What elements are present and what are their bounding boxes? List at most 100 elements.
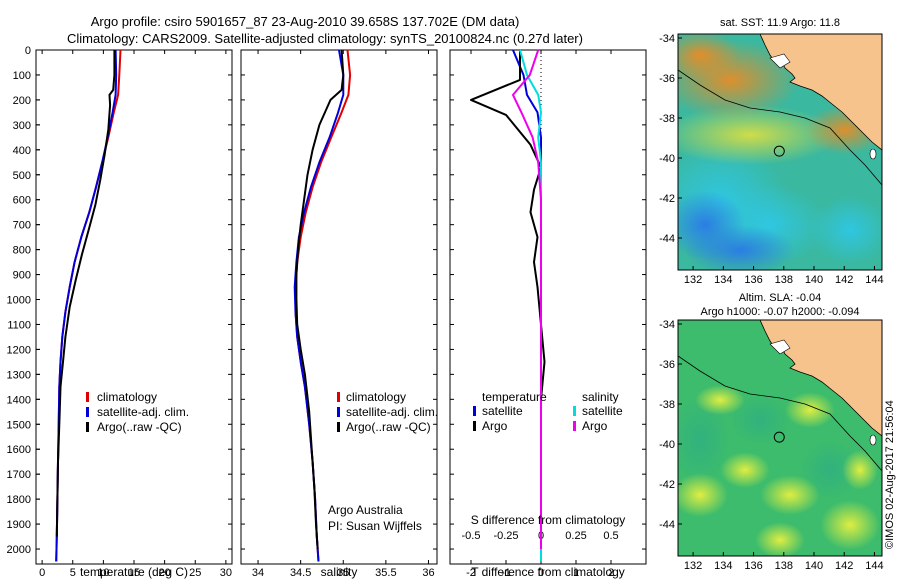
temperature-legend: climatology satellite-adj. clim. Argo(..… xyxy=(86,390,189,434)
legend-swatch-climatology xyxy=(337,392,340,402)
sla-map-title-line2: Argo h1000: -0.07 h2000: -0.094 xyxy=(700,306,859,318)
sla-map-title-line1: Altim. SLA: -0.04 xyxy=(739,292,822,304)
sst-map-image xyxy=(678,34,882,270)
depth-tick-label: 2000 xyxy=(7,544,31,556)
x-tick-label: 1 xyxy=(573,567,579,579)
owner-annotation: Argo Australia xyxy=(328,503,403,517)
sla-map-panel: Altim. SLA: -0.04 Argo h1000: -0.07 h200… xyxy=(659,292,884,572)
lat-tick-label: -40 xyxy=(659,439,675,451)
salinity-x-label: salinity xyxy=(321,565,358,579)
depth-tick-label: 1400 xyxy=(7,394,31,406)
salinity-difference-label: S difference from climatology xyxy=(471,513,626,527)
legend-swatch-satellite xyxy=(337,407,340,417)
sst-map-frame xyxy=(677,33,883,271)
depth-tick-label: 800 xyxy=(13,245,31,257)
legend-swatch-satellite xyxy=(86,407,89,417)
salinity-series xyxy=(293,49,352,562)
depth-tick-label: 500 xyxy=(13,170,31,182)
x-tick-label: 20 xyxy=(159,567,171,579)
legend-swatch-argo xyxy=(337,422,340,432)
salinity-panel: 34 34.5 35 35.5 36 salinity climatology sate… xyxy=(240,49,438,579)
legend-label-s-argo: Argo xyxy=(582,419,608,433)
lat-tick-label: -36 xyxy=(659,359,675,371)
salinity-plot-frame xyxy=(240,49,438,565)
difference-x-axis: -2 -1 0 1 2-0.5 -0.25 0 0.25 0.5 xyxy=(450,49,646,579)
series-line-argo-raw-qc xyxy=(55,50,116,537)
depth-tick-label: 1900 xyxy=(7,519,31,531)
depth-tick-label: 300 xyxy=(13,120,31,132)
temperature-panel: 0100200300400500600700800900100011001200… xyxy=(7,45,233,579)
legend-title-temperature: temperature xyxy=(482,390,547,404)
legend-label-t-argo: Argo xyxy=(482,419,508,433)
legend-swatch-t-argo xyxy=(473,421,476,431)
lon-tick-label: 140 xyxy=(805,274,823,286)
lon-tick-label: 140 xyxy=(805,560,823,572)
lon-tick-label: 142 xyxy=(835,274,853,286)
x-tick-label: 5 xyxy=(70,567,76,579)
x-tick-label: 2 xyxy=(608,567,614,579)
lat-tick-label: -44 xyxy=(659,519,675,531)
lat-tick-label: -34 xyxy=(659,319,675,331)
legend-swatch-s-argo xyxy=(573,421,576,431)
depth-tick-label: 1100 xyxy=(7,319,31,331)
legend-swatch-s-satellite xyxy=(573,406,576,416)
lon-tick-label: 132 xyxy=(684,274,702,286)
x-tick-label: 30 xyxy=(220,567,232,579)
depth-tick-label: 200 xyxy=(13,95,31,107)
s-diff-tick-label: -0.5 xyxy=(462,530,481,542)
lat-tick-label: -38 xyxy=(659,113,675,125)
lon-tick-label: 144 xyxy=(865,560,883,572)
lat-tick-label: -34 xyxy=(659,33,675,45)
isobath-line xyxy=(678,355,882,472)
depth-tick-label: 700 xyxy=(13,220,31,232)
legend-title-salinity: salinity xyxy=(582,390,619,404)
lon-tick-label: 144 xyxy=(865,274,883,286)
temperature-plot-frame xyxy=(35,49,233,565)
x-tick-label: 35.5 xyxy=(375,567,396,579)
s-diff-tick-label: 0.25 xyxy=(565,530,586,542)
sla-map-axes: 132 134 136 138 140 142 144 -34 -36 -38 -40 -42 -44 xyxy=(659,319,884,572)
x-tick-label: 10 xyxy=(97,567,109,579)
temperature-difference-label: T difference from climatology xyxy=(471,565,625,579)
legend-label-argo: Argo(..raw -QC) xyxy=(346,420,431,434)
depth-tick-label: 0 xyxy=(25,45,31,57)
difference-series xyxy=(470,49,546,562)
sla-map-frame xyxy=(677,319,883,557)
lon-tick-label: 138 xyxy=(775,274,793,286)
legend-label-climatology: climatology xyxy=(346,390,406,404)
legend-label-climatology: climatology xyxy=(97,390,157,404)
legend-label-satellite: satellite-adj. clim. xyxy=(97,405,189,419)
sst-map-axes: 132 134 136 138 140 142 144 -34 -36 -38 -40 -42 -44 xyxy=(659,33,884,286)
depth-tick-label: 1800 xyxy=(7,494,31,506)
legend-label-s-satellite: satellite xyxy=(582,404,623,418)
series-line-argo-raw-qc xyxy=(295,49,345,550)
sst-map-panel: sat. SST: 11.9 Argo: 11.8 132 134 136 138 14… xyxy=(659,17,884,286)
difference-legend: temperature satellite Argo salinity sate… xyxy=(473,390,623,433)
pi-annotation: PI: Susan Wijffels xyxy=(328,519,422,533)
imos-credit: ©IMOS 02-Aug-2017 21:56:04 xyxy=(884,400,896,549)
x-tick-label: 25 xyxy=(189,567,201,579)
temperature-series xyxy=(55,49,122,562)
depth-tick-label: 1000 xyxy=(7,295,31,307)
depth-tick-label: 100 xyxy=(13,70,31,82)
figure-title-line2: Climatology: CARS2009. Satellite-adjuste… xyxy=(67,31,583,46)
lon-tick-label: 136 xyxy=(744,560,762,572)
s-diff-tick-label: -0.25 xyxy=(493,530,518,542)
depth-tick-label: 1300 xyxy=(7,369,31,381)
x-tick-label: 34.5 xyxy=(290,567,311,579)
lat-tick-label: -40 xyxy=(659,153,675,165)
depth-tick-label: 1700 xyxy=(7,469,31,481)
lat-tick-label: -42 xyxy=(659,479,675,491)
figure-title-line1: Argo profile: csiro 5901657_87 23-Aug-20… xyxy=(91,14,520,29)
sst-map-title: sat. SST: 11.9 Argo: 11.8 xyxy=(720,17,840,29)
isobath-line xyxy=(678,69,882,186)
lat-tick-label: -36 xyxy=(659,73,675,85)
legend-swatch-climatology xyxy=(86,392,89,402)
lon-tick-label: 134 xyxy=(714,560,732,572)
series-line-s-argo xyxy=(512,49,542,549)
depth-tick-label: 600 xyxy=(13,195,31,207)
x-tick-label: 36 xyxy=(422,567,434,579)
salinity-legend: climatology satellite-adj. clim. Argo(..… xyxy=(337,390,438,434)
lat-tick-label: -42 xyxy=(659,193,675,205)
